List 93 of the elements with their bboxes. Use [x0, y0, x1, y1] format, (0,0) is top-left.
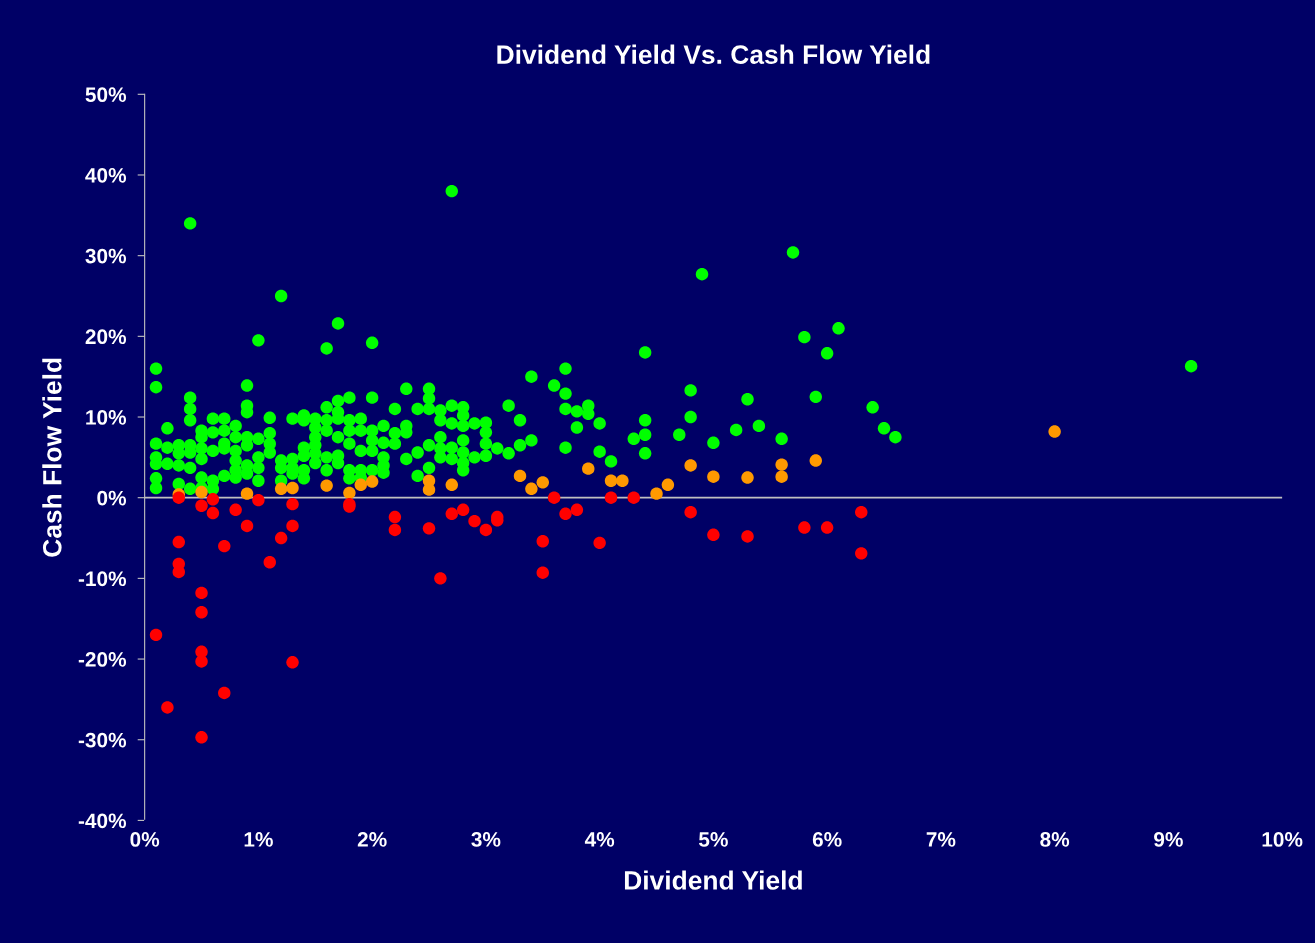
point	[252, 493, 265, 507]
point	[195, 731, 208, 744]
y-tick-label: -40%	[78, 813, 127, 829]
point	[707, 528, 720, 542]
x-tick-label: 0%	[130, 832, 160, 847]
point	[195, 499, 208, 512]
point	[422, 483, 436, 496]
point	[434, 572, 447, 585]
point	[604, 491, 618, 504]
point	[559, 507, 572, 521]
y-tick-label: 20%	[85, 329, 127, 345]
x-tick-label: 7%	[926, 832, 956, 847]
point	[775, 470, 788, 483]
point	[286, 497, 299, 511]
point	[445, 507, 458, 521]
point	[195, 586, 208, 600]
y-tick-label: 0%	[97, 490, 127, 506]
point	[479, 523, 493, 537]
point	[855, 506, 868, 519]
x-tick-label: 10%	[1262, 832, 1303, 847]
point	[229, 503, 242, 517]
point	[684, 506, 697, 519]
point	[195, 655, 208, 668]
x-tick-label: 8%	[1040, 832, 1070, 847]
point	[1048, 425, 1061, 438]
point	[206, 493, 220, 506]
point	[536, 566, 549, 579]
y-tick-label: -10%	[78, 571, 127, 587]
point	[661, 478, 675, 491]
point	[582, 462, 595, 475]
point	[195, 606, 208, 619]
point	[422, 522, 436, 535]
y-tick-label: 10%	[86, 410, 127, 425]
x-tick-label: 1%	[244, 832, 273, 847]
point	[536, 535, 549, 548]
point	[172, 535, 185, 549]
chart-title: Dividend Yield Vs. Cash Flow Yield	[497, 44, 930, 64]
x-tick-label: 5%	[698, 832, 728, 847]
point	[809, 454, 822, 467]
point	[604, 474, 618, 487]
point	[445, 478, 458, 491]
point	[513, 469, 527, 483]
point	[775, 458, 788, 471]
y-axis-title: Cash Flow Yield	[42, 358, 62, 557]
point	[820, 521, 834, 534]
point	[627, 491, 640, 504]
point	[547, 491, 561, 504]
y-tick-label: 40%	[85, 167, 127, 183]
x-tick-label: 9%	[1154, 832, 1183, 847]
point	[684, 459, 697, 472]
point	[218, 539, 231, 553]
point	[354, 478, 367, 491]
point	[855, 547, 868, 560]
x-tick-label: 4%	[584, 832, 615, 847]
y-tick-label: -30%	[78, 732, 127, 748]
point	[286, 519, 299, 533]
point	[365, 475, 379, 488]
point	[456, 503, 470, 517]
point	[286, 656, 299, 669]
point	[240, 487, 254, 500]
y-tick-label: -20%	[78, 652, 127, 667]
point	[388, 510, 402, 524]
point	[274, 482, 288, 496]
point	[388, 523, 402, 537]
point	[468, 514, 481, 528]
point	[206, 506, 220, 520]
point	[616, 474, 629, 487]
y-tick-label: 30%	[85, 248, 127, 264]
point	[161, 701, 174, 714]
point	[593, 536, 606, 550]
point	[536, 476, 549, 489]
x-tick-label: 2%	[357, 832, 387, 847]
point	[274, 531, 288, 545]
y-tick-label: 50%	[85, 87, 127, 103]
x-tick-label: 6%	[812, 832, 842, 847]
point	[263, 556, 276, 569]
point	[570, 503, 584, 517]
x-tick-label: 3%	[471, 832, 501, 847]
point	[343, 486, 356, 500]
point	[195, 485, 208, 499]
point	[798, 521, 811, 534]
point	[172, 565, 185, 579]
point	[286, 481, 299, 495]
x-axis-title: Dividend Yield	[624, 870, 802, 890]
point	[149, 628, 163, 642]
point	[218, 686, 231, 700]
point	[741, 471, 754, 484]
point	[650, 487, 663, 500]
point	[320, 479, 333, 492]
point	[741, 530, 754, 543]
point	[525, 482, 538, 496]
point	[240, 519, 254, 533]
point	[707, 470, 720, 483]
